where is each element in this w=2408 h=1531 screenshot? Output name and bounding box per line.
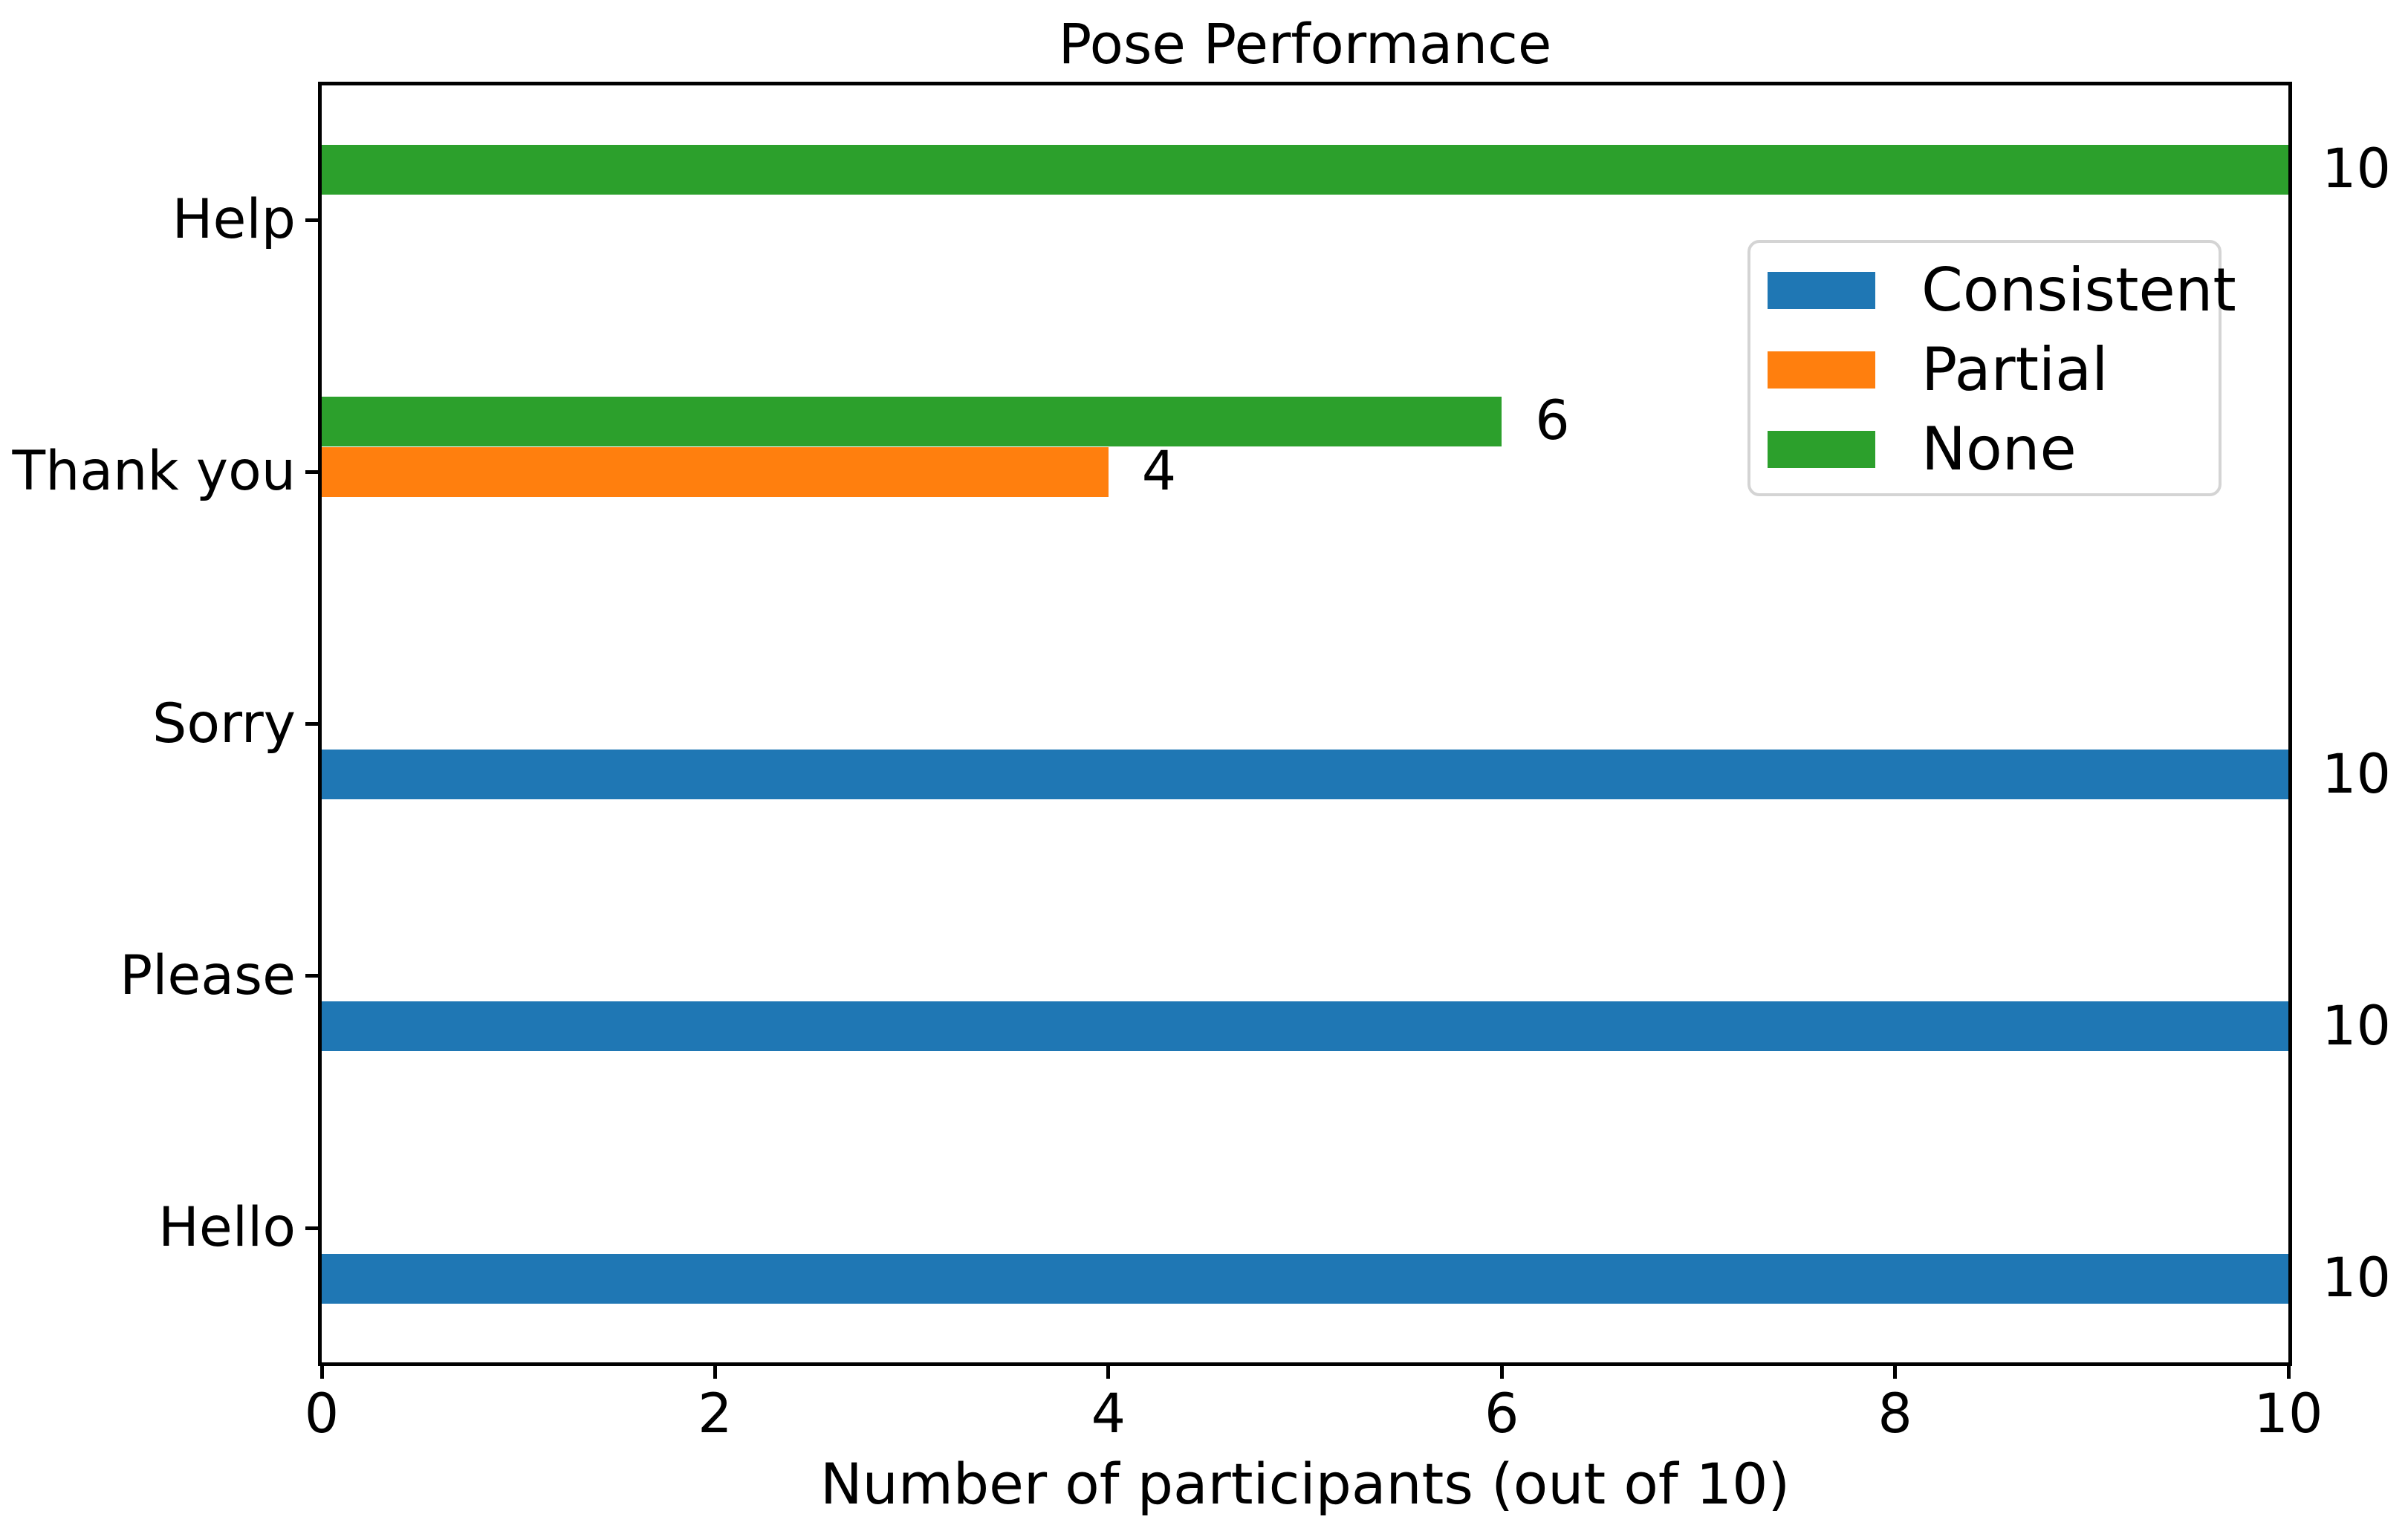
bar-value-label-partial-thank-you: 4 bbox=[1141, 440, 1177, 504]
y-tick-label-help: Help bbox=[172, 188, 296, 251]
y-tick-label-sorry: Sorry bbox=[152, 692, 296, 755]
y-tick-label-thank-you: Thank you bbox=[12, 440, 296, 504]
legend-rows: Consistent Partial None bbox=[1750, 250, 2236, 489]
x-tick-mark-6 bbox=[1499, 1362, 1504, 1379]
x-tick-label-2: 2 bbox=[698, 1382, 733, 1446]
bar-value-label-consistent-sorry: 10 bbox=[2322, 742, 2391, 806]
legend-label-none: None bbox=[1921, 414, 2077, 484]
bar-consistent-sorry bbox=[322, 750, 2288, 799]
legend-row-none: None bbox=[1750, 409, 2219, 489]
x-tick-label-10: 10 bbox=[2253, 1382, 2323, 1446]
legend: Consistent Partial None bbox=[1747, 240, 2236, 496]
chart-title: Pose Performance bbox=[1058, 13, 1552, 77]
y-tick-label-please: Please bbox=[120, 943, 296, 1007]
x-tick-label-6: 6 bbox=[1484, 1382, 1519, 1446]
legend-label-consistent: Consistent bbox=[1921, 255, 2236, 325]
bar-value-label-consistent-hello: 10 bbox=[2322, 1246, 2391, 1310]
y-tick-label-hello: Hello bbox=[158, 1196, 296, 1259]
bar-value-label-none-help: 10 bbox=[2322, 137, 2391, 201]
y-tick-mark-help bbox=[305, 218, 322, 222]
bar-none-thank-you bbox=[322, 396, 1502, 446]
bar-value-label-none-thank-you: 6 bbox=[1535, 389, 1570, 453]
bar-value-label-consistent-please: 10 bbox=[2322, 994, 2391, 1058]
y-tick-mark-please bbox=[305, 974, 322, 978]
x-tick-mark-0 bbox=[319, 1362, 324, 1379]
legend-swatch-none bbox=[1768, 430, 1875, 468]
x-tick-mark-4 bbox=[1106, 1362, 1111, 1379]
y-tick-mark-sorry bbox=[305, 722, 322, 726]
x-tick-label-8: 8 bbox=[1878, 1382, 1912, 1446]
legend-swatch-consistent bbox=[1768, 271, 1875, 309]
bar-consistent-please bbox=[322, 1001, 2288, 1052]
bar-consistent-hello bbox=[322, 1253, 2288, 1304]
x-tick-mark-8 bbox=[1893, 1362, 1898, 1379]
y-tick-mark-hello bbox=[305, 1226, 322, 1230]
bar-partial-thank-you bbox=[322, 446, 1109, 497]
x-tick-label-0: 0 bbox=[304, 1382, 340, 1446]
legend-row-partial: Partial bbox=[1750, 330, 2219, 409]
legend-row-consistent: Consistent bbox=[1750, 250, 2236, 330]
x-tick-mark-2 bbox=[713, 1362, 717, 1379]
bar-none-help bbox=[322, 144, 2288, 195]
y-tick-mark-thank-you bbox=[305, 469, 322, 474]
x-tick-mark-10 bbox=[2286, 1362, 2291, 1379]
legend-label-partial: Partial bbox=[1921, 334, 2109, 404]
legend-swatch-partial bbox=[1768, 351, 1875, 389]
x-axis-label: Number of participants (out of 10) bbox=[820, 1451, 1791, 1517]
x-tick-label-4: 4 bbox=[1091, 1382, 1126, 1446]
